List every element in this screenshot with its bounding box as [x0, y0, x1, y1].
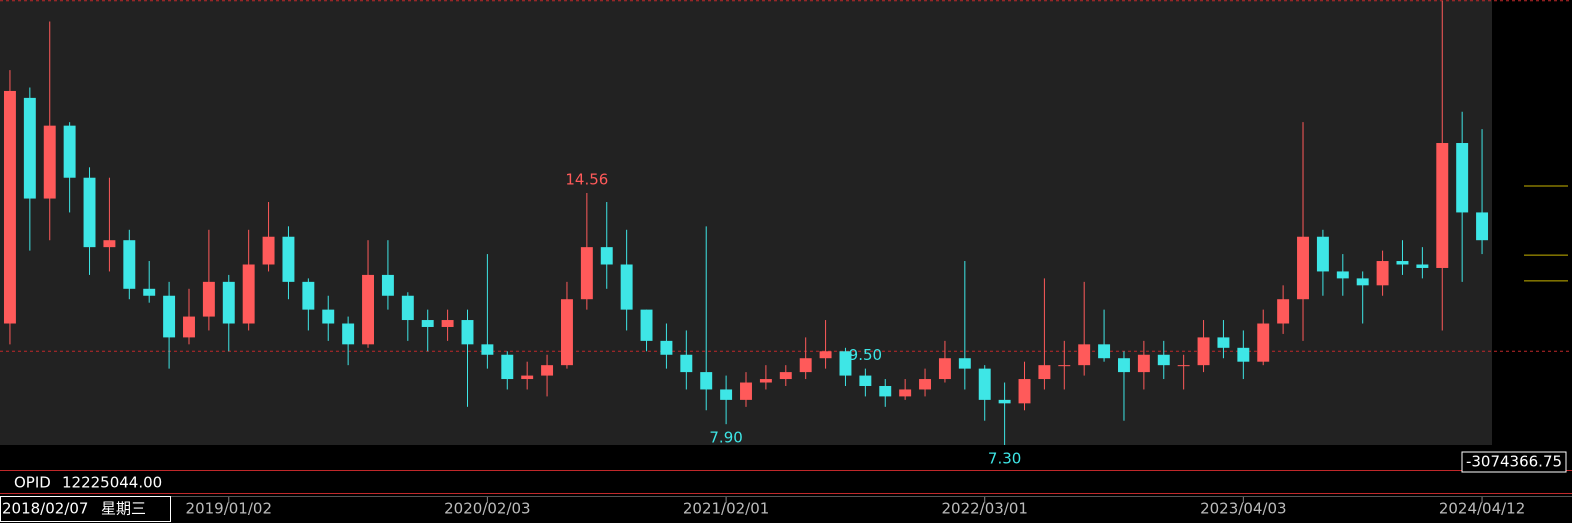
- candle-body: [1356, 278, 1369, 286]
- candle-body: [799, 358, 812, 373]
- candle-body: [1436, 143, 1449, 268]
- candle-body: [759, 379, 772, 383]
- candle-body: [1456, 143, 1469, 213]
- candle-body: [1316, 236, 1329, 272]
- candle-body: [1197, 337, 1210, 366]
- extreme-label: 7.90: [709, 429, 742, 447]
- candle-body: [1038, 365, 1051, 380]
- candle-body: [779, 372, 792, 380]
- x-tick-label: 2024/04/12: [1439, 500, 1525, 518]
- x-tick-label: 2023/04/03: [1200, 500, 1286, 518]
- candle-body: [839, 351, 852, 376]
- candle-body: [302, 281, 315, 310]
- candle-body: [819, 351, 832, 359]
- candle-body: [183, 316, 195, 338]
- candle-body: [461, 320, 474, 345]
- candle-body: [560, 299, 573, 366]
- candle-body: [3, 90, 16, 324]
- candle-body: [640, 309, 653, 341]
- candle-body: [1177, 365, 1190, 367]
- candle-body: [919, 379, 932, 390]
- candle-body: [899, 389, 912, 397]
- candle-body: [1257, 323, 1270, 362]
- extreme-label: 7.30: [988, 450, 1021, 468]
- candle-body: [501, 354, 514, 380]
- date-box: [0, 496, 171, 522]
- candle-body: [859, 375, 872, 386]
- candle-body: [421, 320, 434, 327]
- candle-body: [1018, 379, 1031, 404]
- candle-body: [700, 372, 713, 390]
- cursor-value: -3074366.75: [1466, 453, 1562, 471]
- candle-body: [262, 236, 275, 265]
- candle-body: [63, 125, 76, 178]
- candle-body: [1277, 299, 1290, 324]
- candle-body: [1217, 337, 1230, 348]
- indicator-value: 12225044.00: [62, 474, 162, 492]
- candle-body: [879, 385, 892, 397]
- candle-body: [1476, 212, 1489, 241]
- candle-body: [958, 358, 971, 369]
- candle-body: [441, 320, 454, 327]
- candle-body: [1078, 344, 1091, 366]
- extreme-label: 14.56: [565, 170, 608, 188]
- candle-body: [1058, 365, 1071, 367]
- candle-body: [660, 340, 673, 355]
- candle-body: [1137, 354, 1150, 373]
- candle-body: [720, 389, 733, 400]
- extreme-label: 9.50: [849, 346, 882, 364]
- candle-body: [202, 281, 215, 317]
- candle-body: [481, 344, 494, 355]
- candle-body: [1396, 261, 1409, 265]
- candle-body: [580, 247, 593, 300]
- candle-body: [1297, 236, 1309, 300]
- candle-body: [381, 274, 394, 296]
- cursor-weekday: 星期三: [101, 500, 146, 518]
- candle-body: [1416, 264, 1429, 268]
- candle-body: [322, 309, 335, 324]
- candle-body: [401, 295, 414, 321]
- x-tick-label: 2019/01/02: [186, 500, 272, 518]
- x-tick-label: 2022/03/01: [941, 500, 1027, 518]
- candle-body: [83, 177, 96, 248]
- candle-body: [740, 382, 752, 400]
- candle-body: [1118, 358, 1130, 373]
- candle-body: [938, 358, 951, 380]
- candle-body: [143, 288, 156, 296]
- candle-body: [1237, 347, 1250, 362]
- candle-body: [23, 97, 36, 199]
- x-tick-label: 2021/02/01: [683, 500, 769, 518]
- candle-body: [282, 236, 295, 282]
- candle-body: [978, 368, 991, 400]
- candle-body: [342, 323, 355, 345]
- candle-body: [521, 375, 534, 380]
- candle-body: [362, 274, 374, 345]
- candle-body: [1157, 354, 1170, 366]
- candle-body: [1098, 344, 1111, 359]
- candle-body: [600, 247, 613, 265]
- candle-body: [123, 240, 136, 289]
- candle-body: [620, 264, 633, 310]
- candle-body: [163, 295, 176, 338]
- candle-body: [680, 354, 693, 373]
- indicator-name: OPID: [14, 474, 51, 492]
- candle-body: [222, 281, 235, 324]
- candle-body: [103, 240, 116, 248]
- candle-body: [1336, 271, 1349, 279]
- cursor-date: 2018/02/07: [2, 500, 88, 518]
- candle-body: [541, 365, 554, 376]
- candle-body: [998, 399, 1011, 404]
- cursor-value-box: [1461, 451, 1567, 473]
- x-tick-label: 2020/02/03: [444, 500, 530, 518]
- candle-body: [242, 264, 255, 324]
- candle-body: [1376, 261, 1389, 286]
- candle-body: [43, 125, 56, 199]
